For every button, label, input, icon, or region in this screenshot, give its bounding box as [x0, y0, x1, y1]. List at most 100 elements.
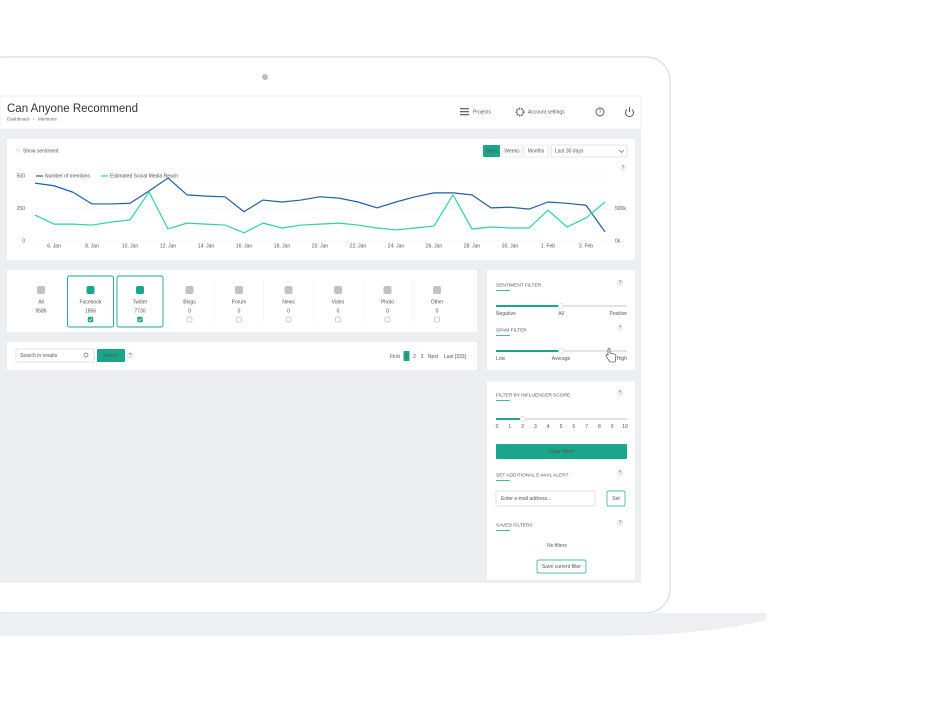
breadcrumb[interactable]: Dashboard — [7, 117, 30, 122]
title-underline — [496, 335, 510, 336]
slider-label: Negative — [496, 311, 516, 317]
help-icon[interactable] — [127, 352, 133, 359]
x-tick-label: 24. Jan — [388, 243, 405, 249]
help-text: ? — [619, 281, 622, 287]
help-text: ? — [619, 326, 622, 332]
help-icon[interactable] — [620, 165, 626, 171]
page-link[interactable]: Next — [428, 354, 439, 360]
search-placeholder: Search in results — [20, 353, 58, 359]
help-icon[interactable] — [617, 470, 623, 476]
source-icon — [136, 286, 144, 294]
help-icon[interactable] — [595, 107, 605, 117]
x-tick-label: 6. Jan — [47, 243, 61, 249]
x-tick-label: 30. Jan — [502, 243, 519, 249]
filter-title: FILTER BY INFLUENCER SCORE — [496, 392, 570, 398]
laptop-base — [0, 613, 766, 636]
help-icon[interactable] — [617, 390, 623, 396]
page-link[interactable]: Last [333] — [444, 354, 467, 360]
x-tick-label: 18. Jan — [274, 243, 291, 249]
power-icon[interactable] — [625, 107, 634, 118]
source-checkbox[interactable] — [186, 316, 193, 323]
nav-link[interactable]: Account settings — [528, 109, 565, 115]
source-checkbox[interactable] — [285, 316, 292, 323]
source-icon — [185, 286, 194, 294]
source-selected — [116, 275, 164, 328]
sources-card — [7, 270, 477, 332]
slider-fill — [496, 418, 523, 420]
set-button-label: Set — [612, 496, 620, 502]
x-tick-label: 10. Jan — [122, 243, 139, 249]
page-link[interactable]: 3 — [421, 354, 424, 360]
check-mark — [138, 318, 142, 322]
source-label: Twitter — [133, 299, 148, 305]
source-checkbox[interactable] — [236, 316, 242, 323]
help-text: ? — [619, 471, 622, 477]
search-button[interactable] — [97, 349, 125, 362]
source-list: All 9586 Facebook 1856 Twitter 7730 Blogs 0 Foru… — [35, 275, 444, 328]
gear-icon — [515, 107, 525, 117]
scale-label: 1 — [508, 424, 511, 430]
page-link[interactable]: 2 — [413, 354, 416, 360]
nav-link[interactable]: Projects — [473, 109, 492, 115]
save-button[interactable] — [536, 559, 587, 574]
period-button[interactable] — [501, 144, 523, 158]
slider-fill — [496, 305, 561, 307]
line-chart: 0 250 500 0k 500k 6. Jan 8. Jan 10. Jan 12. Jan 1… — [17, 165, 626, 249]
scale-label: 8 — [598, 424, 601, 430]
x-tick-label: 8. Jan — [85, 243, 99, 249]
source-count: 1856 — [85, 308, 96, 314]
scale-label: 7 — [585, 424, 588, 430]
x-tick-label: 1. Feb — [541, 243, 555, 249]
x-tick-label: 22. Jan — [350, 243, 367, 249]
select-caret — [618, 149, 625, 153]
page-link[interactable]: 1 — [405, 354, 408, 360]
help-icon[interactable] — [617, 325, 623, 331]
source-selected — [67, 275, 114, 328]
set-button[interactable] — [606, 490, 626, 507]
source-checkbox[interactable] — [434, 316, 440, 323]
filter-card — [487, 381, 635, 580]
title-underline — [496, 480, 510, 481]
source-count: 9586 — [35, 308, 46, 314]
slider-handle[interactable] — [519, 416, 526, 422]
source-label: Facebook — [80, 299, 102, 305]
check-mark — [88, 318, 93, 322]
title-underline — [496, 290, 510, 291]
x-tick-label: 20. Jan — [312, 243, 329, 249]
camera — [262, 74, 268, 80]
breadcrumb[interactable]: Mentions — [38, 117, 57, 122]
email-input[interactable] — [495, 490, 596, 507]
range-select[interactable] — [550, 144, 628, 158]
source-icon — [433, 286, 441, 294]
source-label: Forum — [232, 299, 246, 305]
source-checkbox[interactable] — [137, 316, 143, 323]
slider-label: Positive — [609, 311, 627, 317]
save-button-label: Save current filter — [542, 564, 582, 570]
clear-button[interactable] — [496, 444, 627, 459]
help-text: ? — [599, 110, 602, 116]
help-icon[interactable] — [617, 280, 623, 286]
page-link[interactable]: First — [390, 354, 400, 360]
filter-title: SET ADDITIONAL E-MAIL ALERT — [496, 472, 569, 478]
slider-handle[interactable] — [558, 303, 564, 309]
period-button[interactable] — [523, 144, 549, 158]
y-tick-label: 0 — [22, 238, 25, 244]
scale-label: 10 — [622, 424, 628, 430]
source-checkbox[interactable] — [384, 316, 391, 323]
source-label: Video — [332, 299, 345, 305]
source-checkbox[interactable] — [87, 316, 94, 323]
source-count: 0 — [287, 308, 290, 314]
slider-label: High — [617, 356, 628, 362]
source-count: 0 — [436, 308, 439, 314]
sentiment-toggle[interactable]: Show sentiment — [23, 148, 59, 154]
slider-handle[interactable] — [558, 348, 564, 354]
search-input[interactable] — [15, 348, 95, 363]
period-button[interactable] — [483, 145, 500, 157]
scale-label: 5 — [560, 424, 563, 430]
help-icon[interactable] — [617, 520, 623, 526]
source-checkbox[interactable] — [335, 316, 341, 323]
filter-title: SPAM FILTER — [496, 327, 527, 333]
source-count: 0 — [188, 308, 191, 314]
help-text: ? — [129, 353, 132, 359]
